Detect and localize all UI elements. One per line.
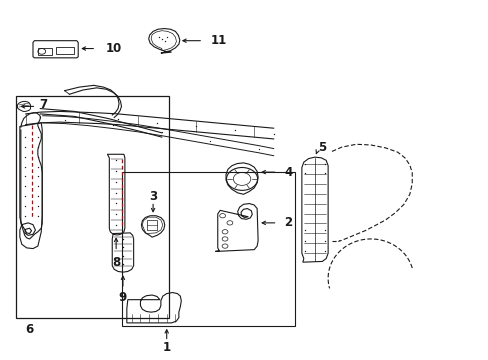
- Text: 5: 5: [318, 141, 326, 154]
- Text: 10: 10: [106, 42, 122, 55]
- Text: 9: 9: [119, 291, 127, 305]
- Text: 7: 7: [39, 99, 47, 112]
- Text: 6: 6: [25, 323, 34, 336]
- Text: 11: 11: [210, 34, 226, 47]
- Bar: [16, 96, 169, 318]
- Bar: [122, 172, 294, 326]
- Text: 8: 8: [112, 256, 120, 269]
- Text: 1: 1: [163, 341, 170, 354]
- Text: 3: 3: [149, 190, 157, 203]
- Text: 2: 2: [284, 216, 292, 229]
- Text: 4: 4: [284, 166, 292, 179]
